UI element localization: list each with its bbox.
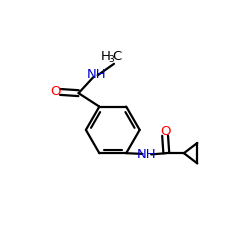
Text: C: C bbox=[112, 50, 122, 63]
Text: O: O bbox=[160, 125, 171, 138]
Text: H: H bbox=[100, 50, 110, 63]
Text: NH: NH bbox=[136, 148, 156, 161]
Text: NH: NH bbox=[86, 68, 106, 81]
Text: 3: 3 bbox=[109, 55, 114, 64]
Text: O: O bbox=[50, 86, 61, 98]
